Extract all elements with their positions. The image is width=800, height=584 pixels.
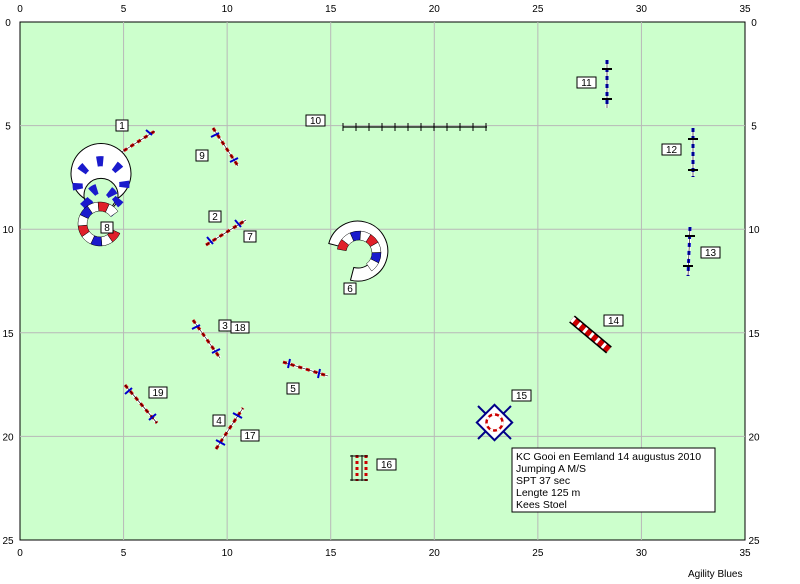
number-label-6: 6: [343, 282, 357, 295]
svg-text:5: 5: [290, 384, 296, 395]
y-tick-label-left: 20: [2, 432, 14, 443]
jump-13: [683, 226, 695, 277]
number-label-18: 18: [230, 321, 250, 334]
number-label-13: 13: [700, 246, 721, 259]
course-info-box: KC Gooi en Eemland 14 augustus 2010 Jump…: [511, 447, 716, 513]
number-label-9: 9: [195, 149, 209, 162]
svg-text:18: 18: [234, 323, 246, 334]
x-tick-label-top: 0: [17, 4, 23, 15]
x-tick-label-bottom: 10: [222, 548, 234, 559]
tunnel-segment: [105, 203, 119, 217]
x-tick-label-bottom: 30: [636, 548, 648, 559]
svg-text:4: 4: [216, 416, 222, 427]
svg-text:14: 14: [608, 316, 620, 327]
svg-text:9: 9: [199, 151, 205, 162]
footer-brand: Agility Blues: [688, 569, 743, 580]
y-tick-label-right: 15: [748, 329, 760, 340]
y-tick-label-left: 10: [2, 225, 14, 236]
x-tick-label-top: 30: [636, 4, 648, 15]
number-label-2: 2: [208, 210, 222, 223]
x-tick-label-bottom: 0: [17, 548, 23, 559]
obstacle-number-labels: 1 9 2 7 8 3 18 5 19 4 17 6 10 11 12 13 1…: [100, 76, 721, 471]
svg-text:13: 13: [705, 248, 717, 259]
jump-4-17: [214, 407, 245, 450]
y-tick-label-left: 15: [2, 329, 14, 340]
number-label-11: 11: [576, 76, 597, 89]
svg-text:19: 19: [152, 388, 164, 399]
info-line-length: Lengte 125 m: [516, 487, 580, 499]
y-tick-label-right: 25: [748, 536, 760, 547]
number-label-1: 1: [115, 119, 129, 132]
tire-15: [475, 403, 514, 442]
svg-text:1: 1: [119, 121, 125, 132]
tunnel-8: [70, 143, 132, 218]
y-tick-label-left: 0: [5, 18, 11, 29]
x-tick-label-bottom: 15: [325, 548, 337, 559]
info-line-judge: Kees Stoel: [516, 499, 567, 511]
weave-poles-10: [342, 123, 487, 131]
number-label-16: 16: [376, 458, 397, 471]
info-line-class: Jumping A M/S: [516, 463, 586, 475]
jump-12: [688, 128, 698, 177]
y-tick-label-right: 10: [748, 225, 760, 236]
x-tick-label-top: 10: [222, 4, 234, 15]
svg-text:11: 11: [581, 78, 592, 89]
y-tick-label-right: 0: [751, 18, 757, 29]
number-label-8: 8: [100, 221, 114, 234]
number-label-15: 15: [511, 389, 532, 402]
number-label-3: 3: [218, 319, 232, 332]
number-label-12: 12: [661, 143, 682, 156]
svg-text:15: 15: [516, 391, 528, 402]
x-tick-label-top: 20: [429, 4, 441, 15]
svg-text:6: 6: [347, 284, 353, 295]
x-tick-label-top: 5: [121, 4, 127, 15]
jump-5: [282, 358, 329, 379]
svg-text:10: 10: [310, 116, 322, 127]
number-label-5: 5: [286, 382, 300, 395]
number-label-14: 14: [603, 314, 624, 327]
tunnel-segments: [77, 201, 382, 272]
tunnel-6-segments: [337, 230, 382, 272]
number-label-10: 10: [305, 114, 326, 127]
info-line-event: KC Gooi en Eemland 14 augustus 2010: [516, 451, 701, 463]
x-tick-label-bottom: 20: [429, 548, 441, 559]
svg-text:3: 3: [222, 321, 228, 332]
y-tick-label-left: 25: [2, 536, 14, 547]
svg-text:12: 12: [666, 145, 678, 156]
svg-text:7: 7: [247, 232, 253, 243]
number-label-19: 19: [148, 386, 168, 399]
jump-2-7: [205, 218, 247, 247]
tunnel-segment: [366, 258, 379, 272]
jump-11: [602, 60, 612, 108]
svg-text:8: 8: [104, 223, 110, 234]
info-line-spt: SPT 37 sec: [516, 475, 570, 487]
y-tick-label-left: 5: [5, 122, 11, 133]
x-tick-label-top: 35: [739, 4, 751, 15]
svg-text:2: 2: [212, 212, 218, 223]
jump-9: [210, 127, 240, 167]
jump-3-18: [191, 319, 222, 359]
svg-text:16: 16: [381, 460, 393, 471]
x-tick-label-bottom: 5: [121, 548, 127, 559]
svg-text:17: 17: [244, 431, 256, 442]
number-label-17: 17: [240, 429, 260, 442]
jump-19: [123, 384, 159, 424]
x-tick-label-top: 25: [532, 4, 544, 15]
y-tick-label-right: 5: [751, 122, 757, 133]
y-tick-label-right: 20: [748, 432, 760, 443]
x-tick-label-bottom: 25: [532, 548, 544, 559]
wall-16: [350, 455, 368, 481]
x-tick-label-bottom: 35: [739, 548, 751, 559]
number-label-7: 7: [243, 230, 257, 243]
x-tick-label-top: 15: [325, 4, 337, 15]
tunnel-8-segments: [77, 201, 121, 247]
number-label-4: 4: [212, 414, 226, 427]
long-jump-14: [569, 315, 612, 354]
